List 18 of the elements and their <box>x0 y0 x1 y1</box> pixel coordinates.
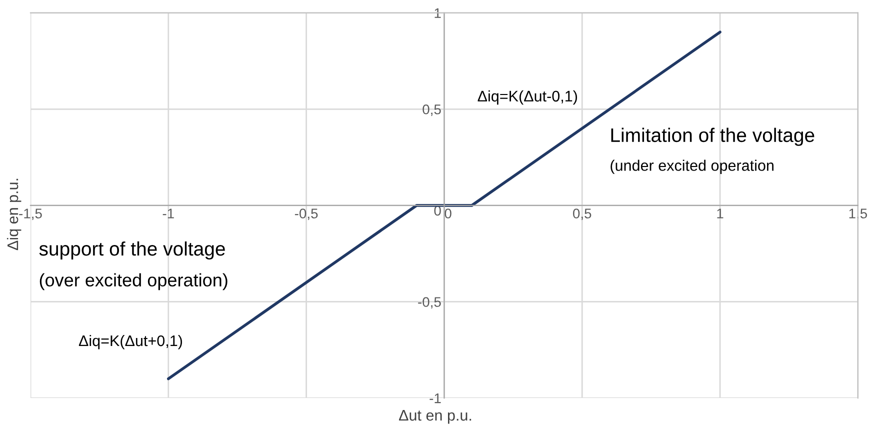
annotation: (under excited operation <box>610 160 774 174</box>
annotation: Δiq=K(Δut+0,1) <box>78 334 182 350</box>
x-tick-label: -1,5 <box>19 208 42 220</box>
y-tick-label: -1 <box>430 394 441 404</box>
annotation: (over excited operation) <box>40 273 228 290</box>
x-tick-label: -1 <box>162 208 174 218</box>
y-tick-label: -0,5 <box>418 297 441 309</box>
x-axis-title: Δut en p.u. <box>399 410 472 424</box>
y-axis-title: Δiq en p.u. <box>6 178 22 250</box>
y-tick-label: 1 <box>434 8 441 18</box>
x-tick-label: 0 <box>444 208 452 218</box>
x-tick-label: -0,5 <box>294 208 318 220</box>
x-tick-label: 0,5 <box>573 208 592 220</box>
annotation: support of the voltage <box>39 241 225 260</box>
x-tick-label: 1 <box>717 208 724 218</box>
y-tick-label: 0,5 <box>422 104 441 116</box>
annotation: Limitation of the voltage <box>611 128 814 146</box>
annotation: Δiq=K(Δut-0,1) <box>478 90 578 105</box>
